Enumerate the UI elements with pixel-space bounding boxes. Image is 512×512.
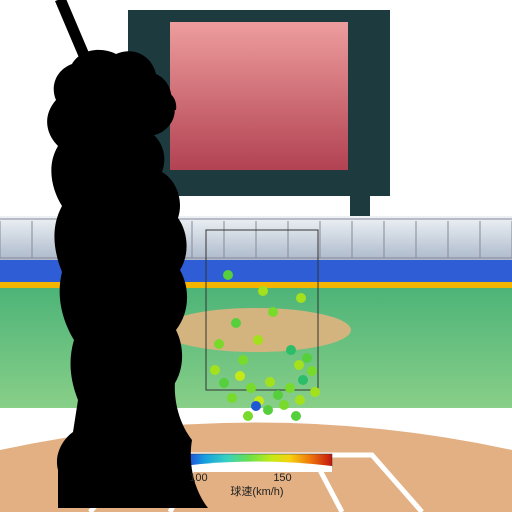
pitch-marker	[238, 355, 248, 365]
color-legend	[182, 454, 332, 472]
pitch-marker	[298, 375, 308, 385]
legend-tick: 150	[273, 472, 291, 484]
pitch-marker	[285, 383, 295, 393]
pitch-marker	[258, 286, 268, 296]
pitch-marker	[243, 411, 253, 421]
pitch-marker	[263, 405, 273, 415]
pitch-marker	[307, 366, 317, 376]
pitch-marker	[310, 387, 320, 397]
pitch-marker	[296, 293, 306, 303]
pitch-marker	[210, 365, 220, 375]
pitch-marker	[219, 378, 229, 388]
pitch-marker	[214, 339, 224, 349]
pitch-marker	[251, 401, 261, 411]
pitch-marker	[273, 390, 283, 400]
pitch-marker	[286, 345, 296, 355]
pitch-marker	[246, 383, 256, 393]
pitch-marker	[235, 371, 245, 381]
legend-tick: 100	[189, 472, 207, 484]
pitch-marker	[302, 353, 312, 363]
pitch-marker	[294, 360, 304, 370]
pitch-marker	[223, 270, 233, 280]
pitch-marker	[265, 377, 275, 387]
pitch-marker	[231, 318, 241, 328]
pitch-marker	[268, 307, 278, 317]
pitch-marker	[253, 335, 263, 345]
pitch-marker	[279, 400, 289, 410]
pitch-marker	[291, 411, 301, 421]
legend-title: 球速(km/h)	[230, 484, 283, 498]
pitch-marker	[227, 393, 237, 403]
pitch-location-chart: 100 150球速(km/h)	[0, 0, 512, 512]
pitch-marker	[295, 395, 305, 405]
